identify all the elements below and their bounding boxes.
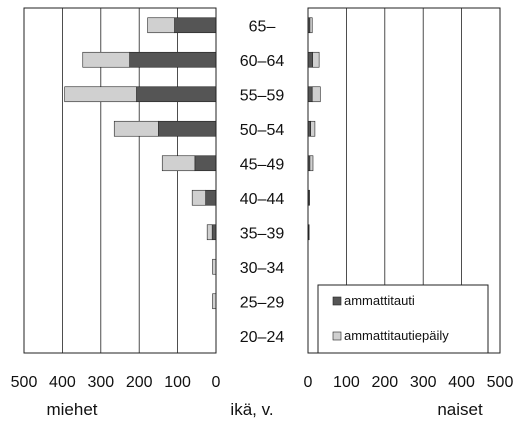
bar-men-ammattitauti-55-59 [137, 87, 216, 102]
bar-men-ammattitauti-60-64 [130, 52, 216, 67]
men-tick-label: 200 [126, 374, 153, 391]
men-axis-label: miehet [46, 400, 97, 419]
age-label-20-24: 20–24 [240, 329, 285, 346]
age-label-50-54: 50–54 [240, 122, 285, 139]
legend-swatch-ammattitauti [333, 297, 341, 305]
bar-men-ammattitautiepaily-55-59 [65, 87, 137, 102]
men-tick-label: 100 [164, 374, 191, 391]
women-tick-label: 500 [487, 374, 514, 391]
men-tick-label: 0 [212, 374, 221, 391]
age-label-25-29: 25–29 [240, 294, 285, 311]
legend-swatch-ammattitautiepaily [333, 332, 341, 340]
bar-men-ammattitautiepaily-35-39 [207, 225, 212, 240]
men-tick-label: 300 [87, 374, 114, 391]
bar-men-ammattitautiepaily-65 [148, 18, 175, 33]
bar-men-ammattitautiepaily-50-54 [114, 121, 158, 136]
age-label-30-34: 30–34 [240, 260, 285, 277]
age-label-35-39: 35–39 [240, 225, 285, 242]
bar-men-ammattitautiepaily-45-49 [162, 156, 195, 171]
bar-men-ammattitauti-50-54 [158, 121, 216, 136]
legend-label-ammattitautiepaily: ammattitautiepäily [344, 328, 449, 343]
women-tick-label: 400 [448, 374, 475, 391]
men-panel: 500 400 300 200 100 0 [11, 8, 221, 391]
women-tick-label: 200 [371, 374, 398, 391]
women-tick-label: 100 [333, 374, 360, 391]
age-label-60-64: 60–64 [240, 53, 285, 70]
bar-men-ammattitautiepaily-25-29 [213, 294, 216, 309]
bar-men-ammattitautiepaily-40-44 [192, 190, 205, 205]
women-tick-label: 0 [304, 374, 313, 391]
age-label-55-59: 55–59 [240, 87, 285, 104]
legend-label-ammattitauti: ammattitauti [344, 293, 415, 308]
age-axis-label: ikä, v. [230, 400, 273, 419]
age-label-65: 65– [249, 18, 276, 35]
women-tick-label: 300 [410, 374, 437, 391]
bar-women-ammattitautiepaily-45-49 [310, 156, 313, 171]
bar-men-ammattitautiepaily-60-64 [83, 52, 130, 67]
bar-women-ammattitautiepaily-65 [310, 18, 312, 33]
bar-women-ammattitautiepaily-50-54 [311, 121, 315, 136]
bar-women-ammattitautiepaily-55-59 [312, 87, 320, 102]
bar-women-ammattitauti-60-64 [308, 52, 313, 67]
legend: ammattitauti ammattitautiepäily [318, 285, 488, 353]
women-axis-label: naiset [437, 400, 483, 419]
men-tick-label: 400 [49, 374, 76, 391]
bar-men-ammattitauti-35-39 [212, 225, 216, 240]
men-tick-label: 500 [11, 374, 38, 391]
bar-men-ammattitauti-45-49 [195, 156, 216, 171]
age-label-45-49: 45–49 [240, 156, 285, 173]
bar-men-ammattitauti-65 [175, 18, 216, 33]
bar-women-ammattitauti-55-59 [308, 87, 312, 102]
age-category-labels: 65– 60–64 55–59 50–54 45–49 40–44 35–39 30–34 25… [240, 18, 285, 346]
bar-men-ammattitauti-40-44 [206, 190, 216, 205]
age-label-40-44: 40–44 [240, 191, 285, 208]
bar-men-ammattitautiepaily-30-34 [213, 259, 216, 274]
bar-women-ammattitautiepaily-60-64 [313, 52, 320, 67]
